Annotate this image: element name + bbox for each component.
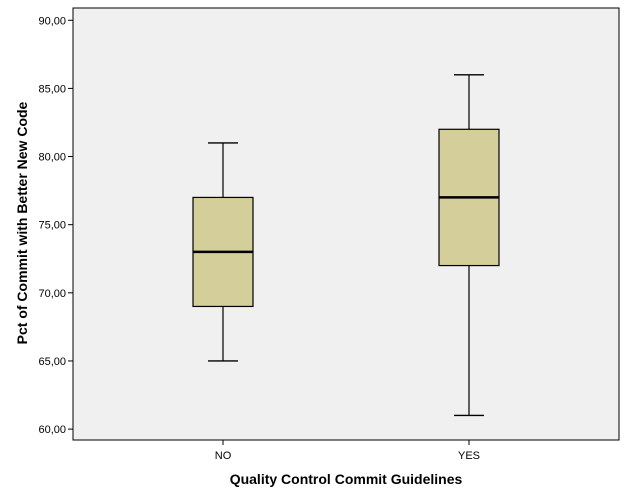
- y-tick-label: 65,00: [38, 356, 66, 368]
- box-no: [192, 142, 254, 362]
- y-tick-label: 60,00: [38, 424, 66, 436]
- x-tick-label: YES: [458, 450, 480, 462]
- boxes: [192, 74, 500, 417]
- y-tick-label: 75,00: [38, 220, 66, 232]
- x-axis-title: Quality Control Commit Guidelines: [230, 471, 463, 487]
- y-axis-title: Pct of Commit with Better New Code: [14, 101, 30, 344]
- box-yes: [438, 74, 500, 417]
- y-tick-label: 85,00: [38, 83, 66, 95]
- y-tick-label: 80,00: [38, 152, 66, 164]
- y-tick-label: 90,00: [38, 15, 66, 27]
- y-axis: 60,00 65,00 70,00 75,00 80,00 85,00 90,00: [38, 15, 73, 436]
- x-tick-label: NO: [215, 450, 232, 462]
- x-axis: NO YES: [215, 440, 480, 462]
- plot-area: [72, 7, 620, 441]
- y-tick-label: 70,00: [38, 288, 66, 300]
